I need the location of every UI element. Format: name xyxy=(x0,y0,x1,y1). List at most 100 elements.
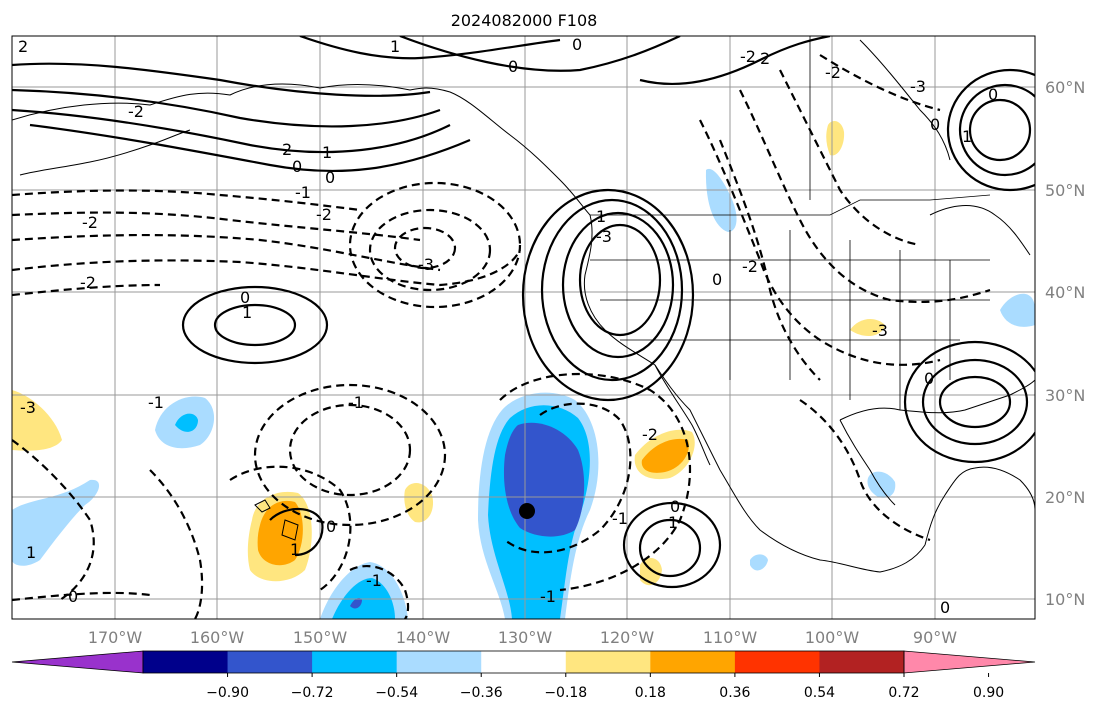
contour-label: -1 xyxy=(348,393,364,412)
contour-high-north-4 xyxy=(29,123,471,173)
coast-hudson xyxy=(859,39,951,161)
contour-high-ne-2 xyxy=(958,83,1035,177)
lon-label: 160°W xyxy=(190,628,245,647)
contour-high-pac-1 xyxy=(213,303,297,347)
colorbar-tick-label: 0.54 xyxy=(804,685,835,701)
colorbar-tick-label: 0.90 xyxy=(973,685,1004,701)
contour-label: -1 xyxy=(540,587,556,606)
coast-westcoast xyxy=(583,214,926,573)
contour-label: 0 xyxy=(572,35,582,54)
colorbar-segment xyxy=(819,651,905,673)
shade-low-mexico xyxy=(750,554,768,571)
contour-high-pac-2 xyxy=(181,285,329,365)
lat-label: 50°N xyxy=(1045,181,1085,200)
colorbar-tick-label: −0.36 xyxy=(460,685,503,701)
shade-low-south-core xyxy=(350,598,362,609)
contour-label: -1 xyxy=(366,571,382,590)
contour-label: -2 xyxy=(128,102,144,121)
contour-neg-sw-1 xyxy=(12,439,95,601)
contour-high-ne-1 xyxy=(968,98,1032,162)
colorbar-segment xyxy=(565,651,651,673)
contour-label: 2 xyxy=(282,140,292,159)
contour-label: -3 xyxy=(596,227,612,246)
contour-label: 1 xyxy=(26,543,36,562)
colorbar-tick-label: −0.90 xyxy=(206,685,249,701)
colorbar-segment xyxy=(143,651,229,673)
colorbar-segment xyxy=(312,651,398,673)
contour-label: 0 xyxy=(988,85,998,104)
contour-neg-low-mid-2 xyxy=(253,383,447,527)
contour-label: -2 xyxy=(825,63,841,82)
shade-high-plains xyxy=(850,318,885,337)
colorbar-extend-low xyxy=(11,650,144,674)
contour-neg-low-north-2 xyxy=(368,208,492,292)
colorbar-tick-label: −0.54 xyxy=(375,685,418,701)
contour-high-gulf-3 xyxy=(903,340,1035,464)
lon-label: 90°W xyxy=(913,628,957,647)
coast-texas xyxy=(839,419,896,506)
shade-high-baja-core xyxy=(641,438,689,473)
colorbar-tick-label: −0.18 xyxy=(544,685,587,701)
contour-label: 0 xyxy=(712,270,722,289)
contour-label: -3 xyxy=(418,255,434,274)
colorbar: −0.90 −0.72 −0.54 −0.36 −0.18 0.18 0.36 0.54 0.7… xyxy=(11,650,1036,701)
colorbar-tick-label: 0.72 xyxy=(888,685,919,701)
contour-low-ca-2 xyxy=(561,211,675,359)
shaded-anomalies xyxy=(12,120,1035,619)
lon-label: 170°W xyxy=(88,628,143,647)
contour-high-gulf-2 xyxy=(921,358,1029,446)
shade-high-canada xyxy=(826,120,845,156)
contour-neg-east-4 xyxy=(819,54,941,112)
colorbar-segment xyxy=(650,651,736,673)
map-title: 2024082000 F108 xyxy=(451,11,598,30)
contour-high-mex-2 xyxy=(622,501,722,589)
contour-neg-hawaii xyxy=(229,465,352,591)
colorbar-tick-label: 0.36 xyxy=(719,685,750,701)
latitude-labels: 60°N 50°N 40°N 30°N 20°N 10°N xyxy=(1045,78,1085,609)
shade-low-southwest xyxy=(12,479,100,566)
contour-label: 0 xyxy=(326,517,336,536)
contour-label: 1 xyxy=(596,207,606,226)
lat-label: 60°N xyxy=(1045,78,1085,97)
colorbar-tick-label: −0.72 xyxy=(291,685,334,701)
map-area: 2 1 0 -2 2 0 1 -2 -1 0 -2 -2 -3 0 1 -1 0… xyxy=(12,35,1035,619)
contour-neg-east-5 xyxy=(718,139,821,381)
contour-high-ne-3 xyxy=(946,68,1035,192)
coast-alaska xyxy=(12,83,591,216)
contour-neg-1 xyxy=(12,189,361,212)
lat-label: 30°N xyxy=(1045,386,1085,405)
contour-neg-south xyxy=(349,565,410,619)
contour-label: -1 xyxy=(148,393,164,412)
coast-greatlakes xyxy=(929,205,1031,256)
lat-label: 20°N xyxy=(1045,488,1085,507)
contour-label: -1 xyxy=(612,509,628,528)
contour-label: 1 xyxy=(390,37,400,56)
lon-label: 100°W xyxy=(805,628,860,647)
contour-label: 0 xyxy=(68,587,78,606)
contour-ridge-a xyxy=(299,36,561,60)
contour-low-ca-4 xyxy=(521,188,695,402)
graticule xyxy=(12,36,1035,619)
contour-label: 0 xyxy=(924,369,934,388)
contour-label: -3 xyxy=(872,321,888,340)
contour-neg-east-2 xyxy=(739,89,991,304)
coast-gulf-north xyxy=(839,379,1035,421)
contour-high-gulf-1 xyxy=(938,375,1012,429)
shade-low-west-core xyxy=(175,413,198,432)
contour-neg-sw-3 xyxy=(12,591,151,602)
lat-label: 10°N xyxy=(1045,590,1085,609)
lon-label: 120°W xyxy=(600,628,655,647)
colorbar-extend-high xyxy=(903,650,1036,674)
colorbar-segment xyxy=(734,651,820,673)
contour-label: -3 xyxy=(20,398,36,417)
contour-label: -2 xyxy=(642,425,658,444)
contour-label: 0 xyxy=(325,168,335,187)
shade-low-coast xyxy=(705,168,737,232)
contour-labels: 2 1 0 -2 2 0 1 -2 -1 0 -2 -2 -3 0 1 -1 0… xyxy=(18,35,998,617)
contour-high-north-2 xyxy=(12,88,441,128)
contour-neg-sw-2 xyxy=(149,469,204,619)
coast-hawaii xyxy=(254,499,299,541)
contour-label: 0 xyxy=(940,598,950,617)
contour-label: 2 xyxy=(18,37,28,56)
